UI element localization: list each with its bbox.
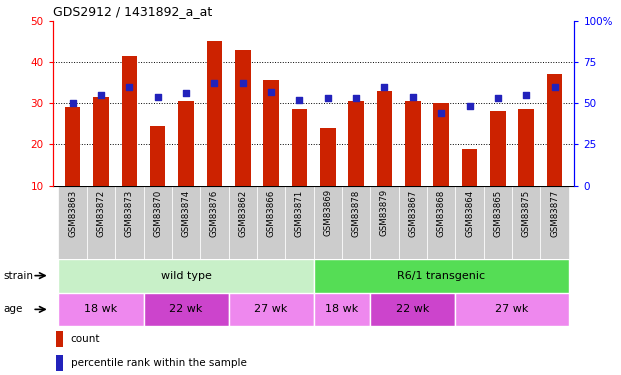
Text: GSM83871: GSM83871 [295,189,304,237]
Bar [370,186,399,259]
Bar [546,74,563,186]
Point [266,88,276,94]
Bar [512,186,540,259]
Text: wild type: wild type [161,271,212,280]
Bar [377,91,392,186]
Point [68,100,78,106]
Bar [172,186,200,259]
Text: GSM83873: GSM83873 [125,189,134,237]
Bar [519,110,534,186]
Bar [433,103,449,186]
Text: GSM83874: GSM83874 [181,189,191,237]
Bar [427,186,455,259]
Bar [65,107,81,186]
Bar [58,259,314,292]
Text: percentile rank within the sample: percentile rank within the sample [71,358,247,368]
Text: 27 wk: 27 wk [496,304,528,314]
Bar [263,81,279,186]
Point [124,84,134,90]
Point [550,84,560,90]
Bar [314,259,569,292]
Bar [455,186,484,259]
Bar [314,292,370,326]
Text: R6/1 transgenic: R6/1 transgenic [397,271,485,280]
Bar [399,186,427,259]
Text: GSM83879: GSM83879 [380,189,389,236]
Text: GSM83870: GSM83870 [153,189,162,237]
Bar [405,101,420,186]
Text: GDS2912 / 1431892_a_at: GDS2912 / 1431892_a_at [53,5,212,18]
Bar [370,292,455,326]
Text: age: age [3,304,22,314]
Text: GSM83863: GSM83863 [68,189,77,237]
Text: GSM83875: GSM83875 [522,189,531,237]
Text: GSM83867: GSM83867 [409,189,417,237]
Bar [122,56,137,186]
Text: GSM83876: GSM83876 [210,189,219,237]
Point [436,110,446,116]
Text: 27 wk: 27 wk [255,304,288,314]
Bar [229,292,314,326]
Bar [207,41,222,186]
Bar [484,186,512,259]
Point [465,104,474,110]
Point [181,90,191,96]
Bar [150,126,165,186]
Point [379,84,389,90]
Bar [58,186,87,259]
Bar [257,186,285,259]
Bar [285,186,314,259]
Bar [178,101,194,186]
Text: GSM83868: GSM83868 [437,189,446,237]
Point [521,92,531,98]
Bar [342,186,370,259]
Bar [58,292,143,326]
Text: GSM83864: GSM83864 [465,189,474,237]
Bar [462,148,478,186]
Point [209,80,219,86]
Text: strain: strain [3,271,33,280]
Bar [455,292,569,326]
Text: GSM83869: GSM83869 [324,189,332,236]
Bar [235,50,250,186]
Bar [93,97,109,186]
Bar [87,186,115,259]
Point [323,95,333,101]
Text: GSM83872: GSM83872 [96,189,106,237]
Point [351,95,361,101]
Bar [540,186,569,259]
Bar [490,111,505,186]
Bar [143,186,172,259]
Text: GSM83865: GSM83865 [493,189,502,237]
Bar [115,186,143,259]
Bar [348,101,364,186]
Text: 22 wk: 22 wk [170,304,202,314]
Point [408,93,418,99]
Bar [229,186,257,259]
Point [493,95,503,101]
Text: GSM83878: GSM83878 [351,189,361,237]
Text: GSM83862: GSM83862 [238,189,247,237]
Point [294,97,304,103]
Point [153,93,163,99]
Bar [143,292,229,326]
Bar [320,128,335,186]
Text: 18 wk: 18 wk [84,304,117,314]
Text: GSM83877: GSM83877 [550,189,559,237]
Text: count: count [71,334,101,344]
Text: GSM83866: GSM83866 [266,189,276,237]
Point [96,92,106,98]
Text: 22 wk: 22 wk [396,304,430,314]
Bar [200,186,229,259]
Point [238,80,248,86]
Bar [56,331,63,347]
Text: 18 wk: 18 wk [325,304,358,314]
Bar [56,355,63,371]
Bar [314,186,342,259]
Bar [292,110,307,186]
